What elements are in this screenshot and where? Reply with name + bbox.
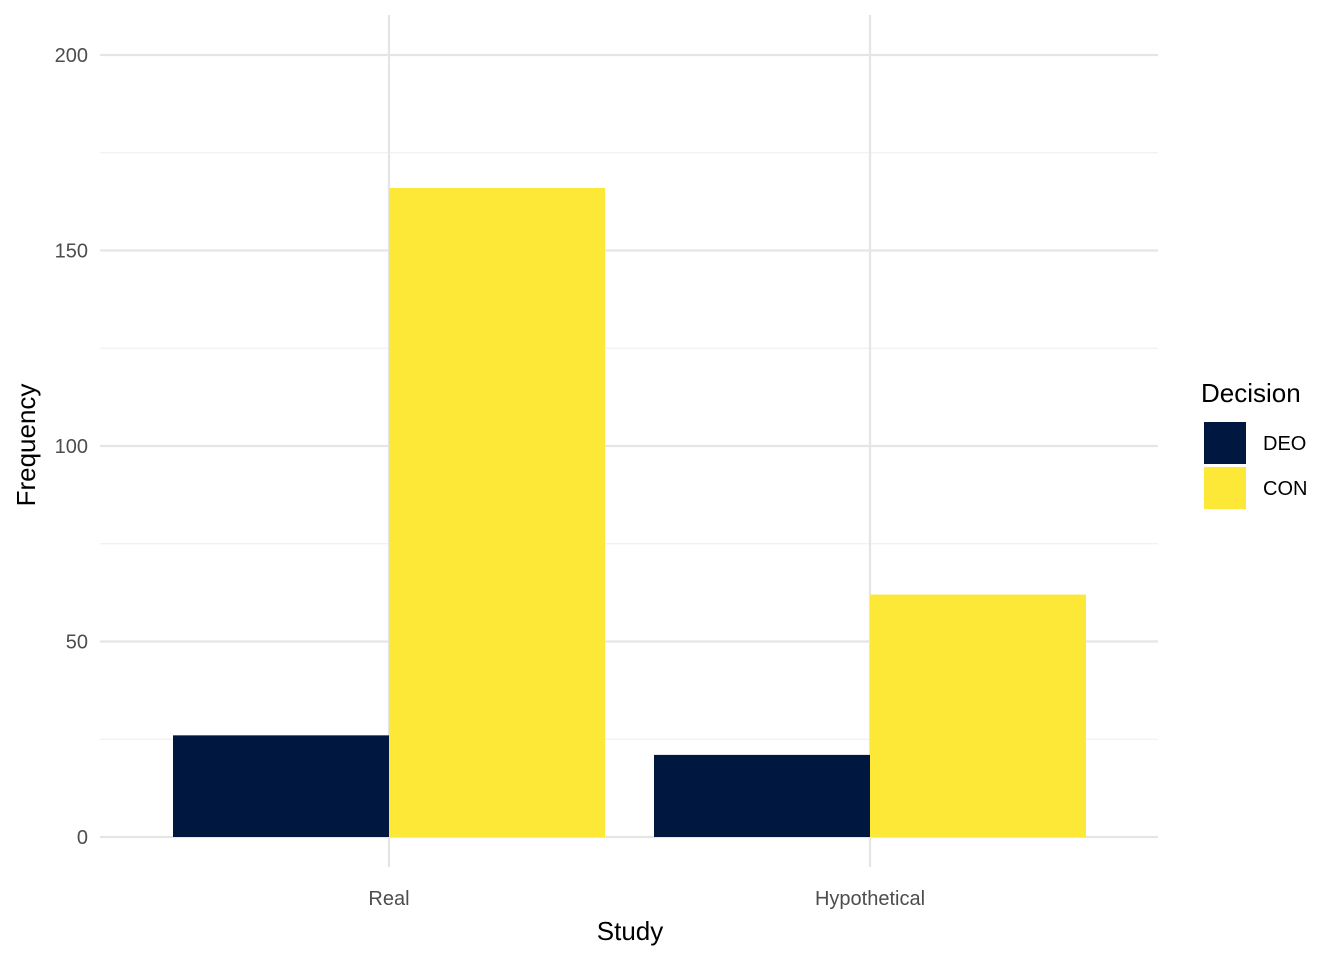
legend-key-con [1204,467,1246,509]
bar-deo-hypothetical [654,754,870,837]
bar-con-hypothetical [870,594,1086,837]
bar-deo-real [173,735,389,837]
y-tick-label: 100 [55,436,88,458]
legend-title: Decision [1201,378,1301,408]
x-axis-title: Study [597,916,664,946]
legend-label-con: CON [1263,478,1307,500]
bars [173,187,1086,837]
y-tick-label: 50 [66,632,88,654]
bar-con-real [389,187,605,837]
legend-key-deo [1204,422,1246,464]
y-axis-title: Frequency [11,384,41,507]
y-tick-label: 150 [55,241,88,263]
y-tick-label: 0 [77,827,88,849]
y-axis-ticks: 0 50 100 150 200 [55,45,88,849]
x-tick-label: Real [368,888,409,910]
x-axis-ticks: Real Hypothetical [368,888,925,910]
y-tick-label: 200 [55,45,88,67]
legend: Decision DEO CON [1201,378,1307,509]
x-tick-label: Hypothetical [815,888,925,910]
legend-label-deo: DEO [1263,433,1306,455]
